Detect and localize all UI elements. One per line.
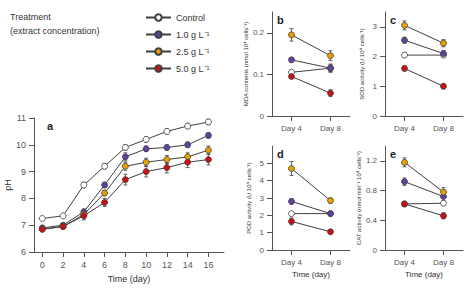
- svg-text:Control: Control: [176, 13, 205, 23]
- svg-text:Time (day): Time (day): [405, 270, 443, 279]
- svg-text:7: 7: [21, 220, 26, 230]
- svg-text:3: 3: [260, 194, 265, 203]
- svg-text:Time (day): Time (day): [108, 274, 151, 284]
- svg-text:9: 9: [21, 167, 26, 177]
- svg-text:16: 16: [203, 260, 213, 270]
- svg-text:5.0 g L⁻¹: 5.0 g L⁻¹: [176, 64, 210, 74]
- svg-text:Day 4: Day 4: [394, 124, 415, 133]
- svg-text:6: 6: [21, 247, 26, 257]
- svg-text:Day 4: Day 4: [281, 258, 302, 267]
- svg-text:2: 2: [373, 52, 378, 61]
- svg-text:SOD activity (U 10⁴ cells⁻¹): SOD activity (U 10⁴ cells⁻¹): [359, 28, 365, 100]
- svg-text:0.2: 0.2: [253, 28, 265, 37]
- svg-text:2: 2: [61, 260, 66, 270]
- svg-text:a: a: [47, 120, 54, 132]
- svg-text:0.4: 0.4: [366, 216, 378, 225]
- svg-text:1.2: 1.2: [366, 156, 378, 165]
- svg-text:1.0 g L⁻¹: 1.0 g L⁻¹: [176, 30, 210, 40]
- svg-text:Day 8: Day 8: [320, 124, 341, 133]
- svg-text:d: d: [277, 148, 284, 160]
- svg-text:8: 8: [123, 260, 128, 270]
- svg-text:Day 4: Day 4: [394, 258, 415, 267]
- svg-text:1: 1: [373, 82, 378, 91]
- svg-text:POD activity (U 10⁴ cells⁻¹): POD activity (U 10⁴ cells⁻¹): [246, 162, 252, 234]
- svg-text:11: 11: [17, 113, 26, 123]
- svg-text:b: b: [277, 14, 284, 26]
- svg-text:Treatment: Treatment: [10, 12, 51, 22]
- svg-text:0: 0: [260, 112, 265, 121]
- svg-text:CAT activity (nmol min⁻¹ 10⁴ c: CAT activity (nmol min⁻¹ 10⁴ cells⁻¹): [356, 151, 362, 245]
- svg-text:0: 0: [40, 260, 45, 270]
- svg-text:Day 4: Day 4: [281, 124, 302, 133]
- svg-text:0: 0: [260, 246, 265, 255]
- svg-text:2.5 g L⁻¹: 2.5 g L⁻¹: [176, 47, 210, 57]
- svg-text:0: 0: [373, 112, 378, 121]
- svg-text:0.8: 0.8: [366, 186, 378, 195]
- svg-text:10: 10: [16, 140, 26, 150]
- svg-text:3: 3: [373, 22, 378, 31]
- svg-text:14: 14: [183, 260, 193, 270]
- svg-text:8: 8: [21, 193, 26, 203]
- svg-text:0.1: 0.1: [253, 70, 265, 79]
- svg-text:Time (day): Time (day): [292, 270, 330, 279]
- svg-text:6: 6: [102, 260, 107, 270]
- svg-text:Day 8: Day 8: [433, 258, 454, 267]
- svg-text:c: c: [390, 14, 396, 26]
- svg-text:4: 4: [81, 260, 86, 270]
- svg-text:1: 1: [260, 228, 265, 237]
- svg-text:10: 10: [141, 260, 151, 270]
- svg-text:12: 12: [162, 260, 172, 270]
- svg-text:4: 4: [260, 176, 265, 185]
- svg-text:pH: pH: [3, 179, 13, 191]
- svg-text:MDA contents (nmol 10⁴ cells⁻¹: MDA contents (nmol 10⁴ cells⁻¹): [243, 22, 249, 107]
- svg-text:Day 8: Day 8: [433, 124, 454, 133]
- svg-text:(extract concentration): (extract concentration): [10, 26, 100, 36]
- svg-text:0: 0: [373, 246, 378, 255]
- svg-text:2: 2: [260, 211, 265, 220]
- svg-text:e: e: [390, 148, 396, 160]
- svg-text:Day 8: Day 8: [320, 258, 341, 267]
- svg-text:5: 5: [260, 159, 265, 168]
